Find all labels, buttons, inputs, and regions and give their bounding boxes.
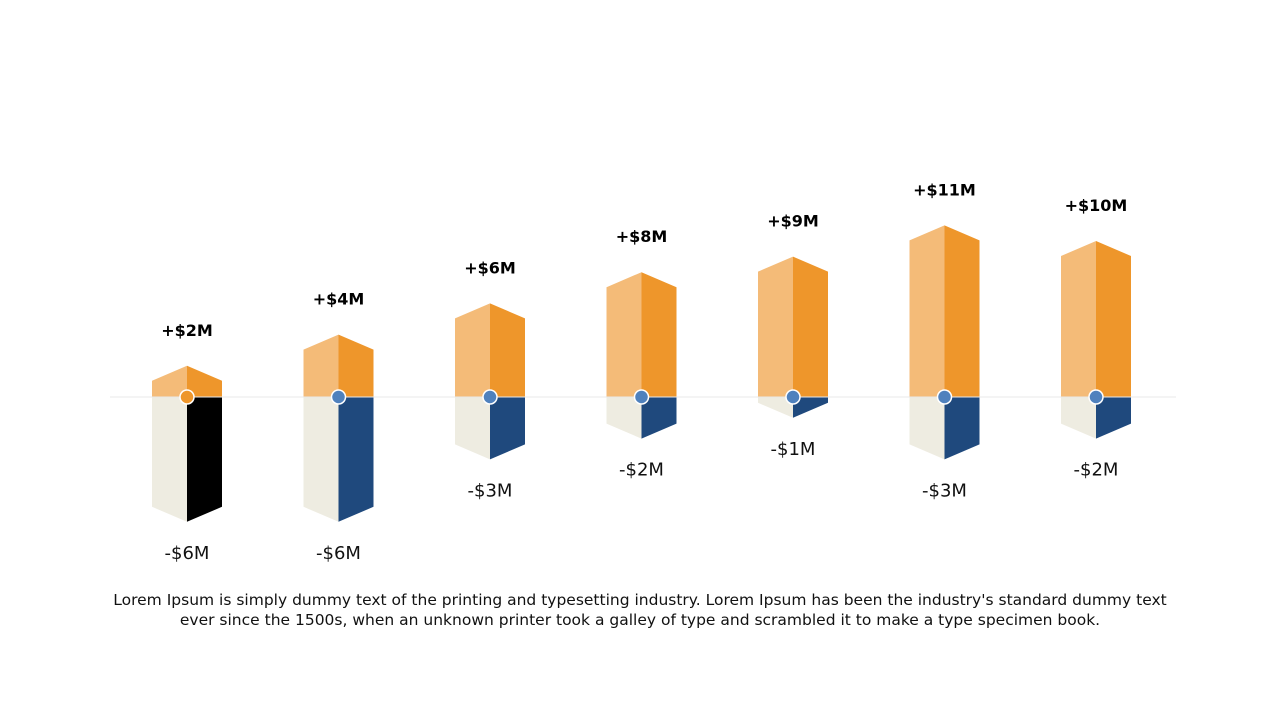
gain-bar-right-face — [793, 256, 828, 397]
baseline-marker — [179, 389, 195, 405]
gain-bar-left-face — [152, 365, 187, 397]
loss-bar-left-face — [152, 397, 187, 522]
loss-bar-left-face — [758, 397, 793, 418]
baseline-marker — [330, 389, 347, 405]
loss-bar-left-face — [909, 397, 945, 460]
loss-bar-right-face — [490, 397, 525, 460]
gain-bar-right-face — [944, 225, 980, 397]
baseline-marker — [936, 389, 953, 405]
baseline-marker — [1088, 389, 1104, 405]
gain-bars — [152, 225, 1131, 397]
loss-bar-left-face — [303, 397, 339, 522]
loss-value-label: -$6M — [165, 543, 210, 564]
gain-value-label: +$11M — [913, 180, 976, 199]
loss-bar-right-face — [641, 397, 677, 439]
gain-value-label: +$4M — [313, 290, 365, 309]
gain-bar-left-face — [303, 334, 339, 397]
loss-bar-right-face — [338, 397, 374, 522]
gain-value-label: +$2M — [161, 321, 213, 340]
gain-bar-right-face — [641, 272, 677, 397]
gain-value-label: +$8M — [616, 227, 668, 246]
gain-value-label: +$9M — [767, 212, 819, 231]
loss-bar-left-face — [455, 397, 490, 460]
baseline-marker — [633, 389, 650, 405]
baseline-marker — [482, 389, 498, 405]
gain-bar-left-face — [758, 256, 793, 397]
loss-bars — [152, 397, 1131, 522]
loss-bar-right-face — [944, 397, 980, 460]
loss-value-label: -$3M — [922, 480, 967, 501]
loss-bar-right-face — [1096, 397, 1131, 439]
gain-bar-right-face — [1096, 241, 1131, 397]
gain-bar-right-face — [338, 334, 374, 397]
loss-bar-right-face — [793, 397, 828, 418]
gain-bar-left-face — [455, 303, 490, 397]
loss-bar-left-face — [1061, 397, 1096, 439]
gain-bar-left-face — [909, 225, 945, 397]
baseline-markers — [179, 389, 1104, 405]
loss-value-label: -$3M — [468, 480, 513, 501]
gain-bar-left-face — [1061, 241, 1096, 397]
gain-value-label: +$10M — [1065, 196, 1128, 215]
value-labels: +$2M -$6M +$4M -$6M +$6M -$3M +$8M -$2M +$9M -$1M… — [161, 180, 1127, 563]
loss-value-label: -$2M — [619, 460, 664, 481]
caption-line-2: ever since the 1500s, when an unknown pr… — [179, 611, 1101, 629]
caption-text: Lorem Ipsum is simply dummy text of the … — [100, 590, 1180, 630]
loss-value-label: -$1M — [771, 439, 816, 460]
gain-bar-right-face — [490, 303, 525, 397]
loss-bar-right-face — [187, 397, 222, 522]
baseline-marker — [785, 389, 801, 405]
loss-value-label: -$6M — [316, 543, 361, 564]
caption-line-1: Lorem Ipsum is simply dummy text of the … — [113, 591, 1167, 609]
gain-bar-right-face — [187, 365, 222, 397]
loss-bar-left-face — [606, 397, 642, 439]
gain-bar-left-face — [606, 272, 642, 397]
loss-value-label: -$2M — [1074, 460, 1119, 481]
gain-value-label: +$6M — [464, 258, 516, 277]
